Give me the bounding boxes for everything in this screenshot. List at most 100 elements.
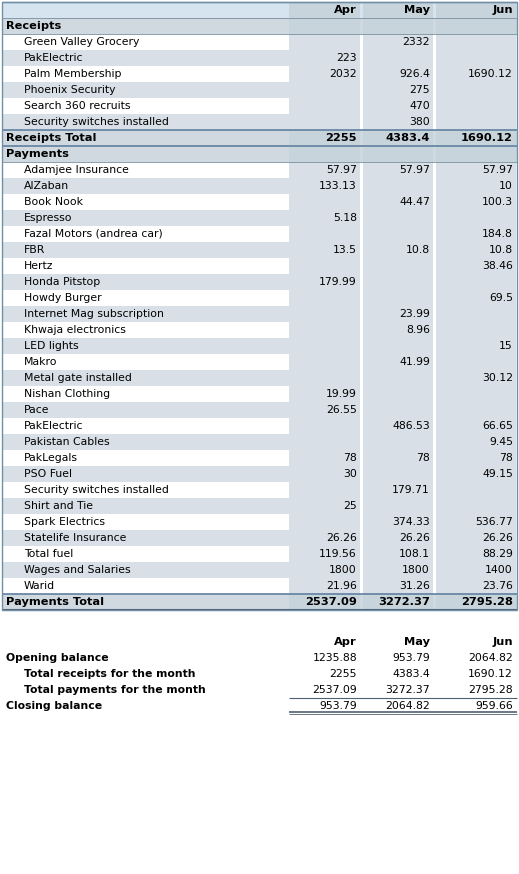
Text: 57.97: 57.97 (326, 165, 357, 175)
Bar (2, 434, 289, 450)
Text: 179.99: 179.99 (319, 277, 357, 287)
Text: 275: 275 (409, 85, 430, 95)
Text: 133.13: 133.13 (319, 181, 357, 191)
Bar (436, 226, 516, 242)
Bar (363, 594, 433, 610)
Bar (363, 370, 433, 386)
Text: Khwaja electronics: Khwaja electronics (24, 325, 126, 335)
Bar (2, 514, 289, 530)
Bar (289, 418, 360, 434)
Bar (289, 338, 360, 354)
Text: 57.97: 57.97 (399, 165, 430, 175)
Bar (289, 210, 360, 226)
Bar (363, 114, 433, 130)
Bar (289, 66, 360, 82)
Text: 30.12: 30.12 (482, 373, 513, 383)
Text: 959.66: 959.66 (475, 701, 513, 711)
Bar (2, 578, 289, 594)
Bar (436, 418, 516, 434)
Bar (289, 482, 360, 498)
Bar (2, 258, 289, 274)
Bar (363, 242, 433, 258)
Text: Wages and Salaries: Wages and Salaries (24, 565, 131, 575)
Text: 926.4: 926.4 (399, 69, 430, 79)
Bar (363, 514, 433, 530)
Bar (289, 34, 360, 50)
Text: Total receipts for the month: Total receipts for the month (24, 669, 196, 679)
Bar (436, 466, 516, 482)
Text: 1235.88: 1235.88 (312, 653, 357, 663)
Text: 179.71: 179.71 (392, 485, 430, 495)
Bar (436, 546, 516, 562)
Bar (436, 514, 516, 530)
Bar (289, 530, 360, 546)
Text: 2255: 2255 (330, 669, 357, 679)
Bar (363, 322, 433, 338)
Text: 38.46: 38.46 (482, 261, 513, 271)
Text: 3272.37: 3272.37 (386, 685, 430, 695)
Bar (436, 130, 516, 146)
Bar (363, 578, 433, 594)
Bar (2, 130, 517, 146)
Bar (363, 530, 433, 546)
Bar (2, 546, 289, 562)
Text: PakElectric: PakElectric (24, 53, 84, 63)
Text: 26.26: 26.26 (482, 533, 513, 543)
Text: 536.77: 536.77 (475, 517, 513, 527)
Bar (436, 34, 516, 50)
Bar (289, 354, 360, 370)
Text: 66.65: 66.65 (482, 421, 513, 431)
Bar (2, 498, 289, 514)
Bar (289, 114, 360, 130)
Text: Payments Total: Payments Total (6, 597, 104, 607)
Bar (436, 482, 516, 498)
Text: 44.47: 44.47 (399, 197, 430, 207)
Bar (363, 98, 433, 114)
Text: Spark Electrics: Spark Electrics (24, 517, 105, 527)
Text: Honda Pitstop: Honda Pitstop (24, 277, 100, 287)
Text: Book Nook: Book Nook (24, 197, 83, 207)
Text: 470: 470 (409, 101, 430, 111)
Bar (289, 274, 360, 290)
Text: 10.8: 10.8 (489, 245, 513, 255)
Text: Closing balance: Closing balance (6, 701, 102, 711)
Text: 2332: 2332 (403, 37, 430, 47)
Bar (363, 66, 433, 82)
Text: 108.1: 108.1 (399, 549, 430, 559)
Text: Warid: Warid (24, 581, 55, 591)
Bar (2, 482, 289, 498)
Text: 1690.12: 1690.12 (468, 669, 513, 679)
Bar (363, 402, 433, 418)
Text: Receipts: Receipts (6, 21, 61, 31)
Text: 78: 78 (499, 453, 513, 463)
Text: 486.53: 486.53 (392, 421, 430, 431)
Bar (363, 18, 433, 34)
Text: 2795.28: 2795.28 (461, 597, 513, 607)
Bar (436, 66, 516, 82)
Text: 19.99: 19.99 (326, 389, 357, 399)
Bar (436, 578, 516, 594)
Bar (289, 322, 360, 338)
Bar (2, 530, 289, 546)
Bar (289, 594, 360, 610)
Text: 69.5: 69.5 (489, 293, 513, 303)
Text: 2064.82: 2064.82 (468, 653, 513, 663)
Text: 100.3: 100.3 (482, 197, 513, 207)
Bar (2, 66, 289, 82)
Bar (436, 370, 516, 386)
Bar (2, 290, 289, 306)
Bar (289, 306, 360, 322)
Bar (2, 114, 289, 130)
Bar (363, 146, 433, 162)
Bar (363, 34, 433, 50)
Bar (363, 178, 433, 194)
Bar (363, 258, 433, 274)
Text: 2537.09: 2537.09 (312, 685, 357, 695)
Text: 78: 78 (416, 453, 430, 463)
Bar (436, 162, 516, 178)
Bar (363, 290, 433, 306)
Text: 26.26: 26.26 (399, 533, 430, 543)
Bar (289, 178, 360, 194)
Text: 9.45: 9.45 (489, 437, 513, 447)
Bar (2, 322, 289, 338)
